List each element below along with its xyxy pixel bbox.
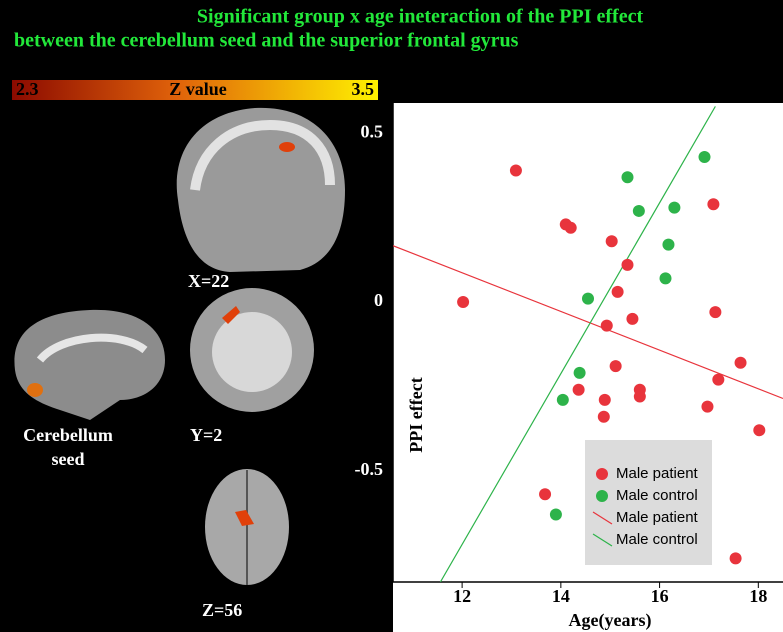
point: [707, 198, 719, 210]
point: [606, 235, 618, 247]
point: [626, 313, 638, 325]
legend-label: Male patient: [616, 465, 699, 482]
point: [621, 259, 633, 271]
point: [601, 320, 613, 332]
legend-label: Male patient: [616, 509, 699, 526]
legend-marker: [596, 490, 608, 502]
x-axis-label: Age(years): [569, 610, 652, 631]
legend-marker: [596, 468, 608, 480]
subtitle: between the cerebellum seed and the supe…: [14, 30, 519, 52]
point: [598, 411, 610, 423]
point: [730, 552, 742, 564]
point: [557, 394, 569, 406]
point: [699, 151, 711, 163]
y-axis-label: PPI effect: [406, 377, 426, 452]
point: [539, 488, 551, 500]
point: [599, 394, 611, 406]
point: [634, 390, 646, 402]
point: [574, 367, 586, 379]
x-tick-label: 18: [749, 586, 767, 606]
seed-label: seed: [52, 449, 85, 469]
point: [621, 171, 633, 183]
point: [735, 357, 747, 369]
point: [668, 202, 680, 214]
x-tick-label: 14: [552, 586, 570, 606]
y-tick-label: 0: [374, 290, 383, 310]
x-tick-label: 12: [453, 586, 471, 606]
point: [612, 286, 624, 298]
colorbar-label: Z value: [169, 79, 227, 99]
colorbar-min: 2.3: [16, 79, 39, 99]
point: [550, 509, 562, 521]
x-tick-label: 16: [651, 586, 669, 606]
point: [510, 164, 522, 176]
brain-coronal: [190, 288, 314, 412]
point: [712, 374, 724, 386]
legend-label: Male control: [616, 531, 698, 548]
y-tick-label: 0.5: [361, 121, 384, 141]
point: [701, 401, 713, 413]
slice-label: X=22: [188, 271, 229, 291]
legend-label: Male control: [616, 487, 698, 504]
point: [610, 360, 622, 372]
brain-sagittal: [177, 108, 345, 272]
point: [660, 272, 672, 284]
colorbar-max: 3.5: [352, 79, 375, 99]
point: [457, 296, 469, 308]
point: [753, 424, 765, 436]
point: [709, 306, 721, 318]
point: [573, 384, 585, 396]
slice-label: Z=56: [202, 600, 242, 620]
point: [582, 293, 594, 305]
point: [565, 222, 577, 234]
seed-label: Cerebellum: [23, 425, 113, 445]
brain-axial: [205, 469, 289, 585]
slice-label: Y=2: [190, 425, 222, 445]
title: Significant group x age ineteraction of …: [197, 6, 644, 28]
point: [662, 239, 674, 251]
point: [633, 205, 645, 217]
y-tick-label: -0.5: [355, 459, 384, 479]
figure: Significant group x age ineteraction of …: [0, 0, 783, 632]
